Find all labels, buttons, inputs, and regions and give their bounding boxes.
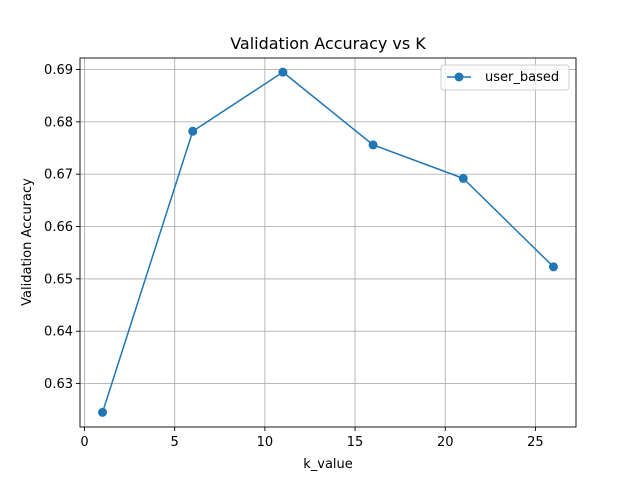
legend-label-user-based: user_based (485, 70, 559, 85)
x-tick-label: 15 (347, 435, 364, 450)
x-tick-label: 10 (257, 435, 274, 450)
y-tick-label: 0.65 (44, 272, 73, 287)
data-point (458, 173, 468, 183)
x-tick-label: 20 (437, 435, 454, 450)
x-tick-label: 5 (171, 435, 179, 450)
legend-box (440, 64, 570, 91)
y-tick-label: 0.69 (44, 63, 73, 78)
x-axis-label: k_value (303, 457, 353, 472)
x-tick-label: 25 (527, 435, 544, 450)
x-tick-label: 0 (80, 435, 88, 450)
chart-title: Validation Accuracy vs K (230, 34, 426, 53)
y-tick-label: 0.67 (44, 168, 73, 183)
y-axis-label: Validation Accuracy (20, 178, 35, 306)
y-tick-label: 0.63 (44, 377, 73, 392)
data-point (548, 262, 558, 272)
data-point (368, 140, 378, 150)
series-layer (98, 67, 558, 417)
grid (80, 58, 576, 427)
y-tick-label: 0.68 (44, 115, 73, 130)
ticks: 0 5 10 15 20 25 0.63 0.64 0.65 0.66 0.67 0.68 0.69 (44, 63, 544, 450)
data-point (188, 126, 198, 136)
y-tick-label: 0.64 (44, 325, 73, 340)
plot-frame (79, 57, 577, 428)
y-tick-label: 0.66 (44, 220, 73, 235)
legend: user_based (440, 64, 570, 91)
data-point (278, 67, 288, 77)
legend-marker-user-based (454, 72, 464, 82)
data-point (98, 407, 108, 417)
series-line-user-based (101, 71, 554, 413)
